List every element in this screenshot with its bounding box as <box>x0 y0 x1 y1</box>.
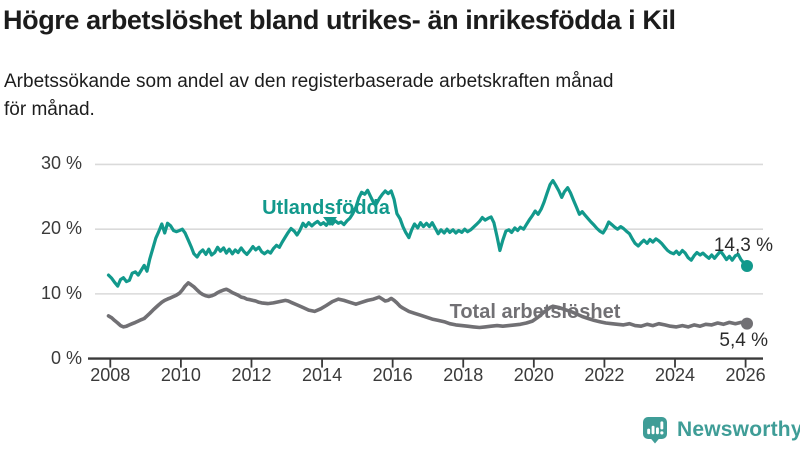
series-label-total-arbetsloshet: Total arbetslöshet <box>449 301 621 323</box>
y-axis-label: 20 % <box>40 218 82 239</box>
series-line-total <box>106 281 749 330</box>
page-title: Högre arbetslöshet bland utrikes- än inr… <box>3 5 676 35</box>
newsworthy-logo[interactable]: Newsworthy <box>641 416 800 444</box>
end-value-label-total: 5,4 % <box>719 330 768 351</box>
y-axis-label: 10 % <box>40 282 82 303</box>
x-axis-label: 2022 <box>584 365 625 385</box>
y-axis-label: 0 % <box>50 347 82 368</box>
x-axis-label: 2020 <box>513 365 554 385</box>
x-axis-label: 2018 <box>443 365 484 385</box>
x-axis-label: 2010 <box>160 365 201 385</box>
x-axis-label: 2014 <box>302 365 343 385</box>
x-axis-label: 2008 <box>90 365 131 385</box>
series-label-utlandsfodda: Utlandsfödda <box>262 197 390 219</box>
chart-subtitle-line1: Arbetssökande som andel av den registerb… <box>4 71 614 92</box>
label-pointer-down-icon <box>323 217 337 226</box>
series-end-dot-utlandsfodda <box>741 260 754 273</box>
y-axis-label: 30 % <box>40 153 82 174</box>
chart-subtitle-line2: för månad. <box>4 99 95 120</box>
series-line-utlandsfodda <box>106 179 749 288</box>
end-value-label-utlandsfodda: 14,3 % <box>713 235 773 256</box>
newsworthy-logo-text: Newsworthy <box>677 418 800 441</box>
newsworthy-logo-icon <box>643 417 667 444</box>
x-axis-label: 2026 <box>725 365 766 385</box>
x-axis-label: 2012 <box>231 365 272 385</box>
series-end-dot-total <box>741 317 754 330</box>
x-axis-label: 2024 <box>654 365 696 385</box>
chart-subtitle: Arbetssökande som andel av den registerb… <box>4 68 613 124</box>
x-axis-label: 2016 <box>372 365 413 385</box>
